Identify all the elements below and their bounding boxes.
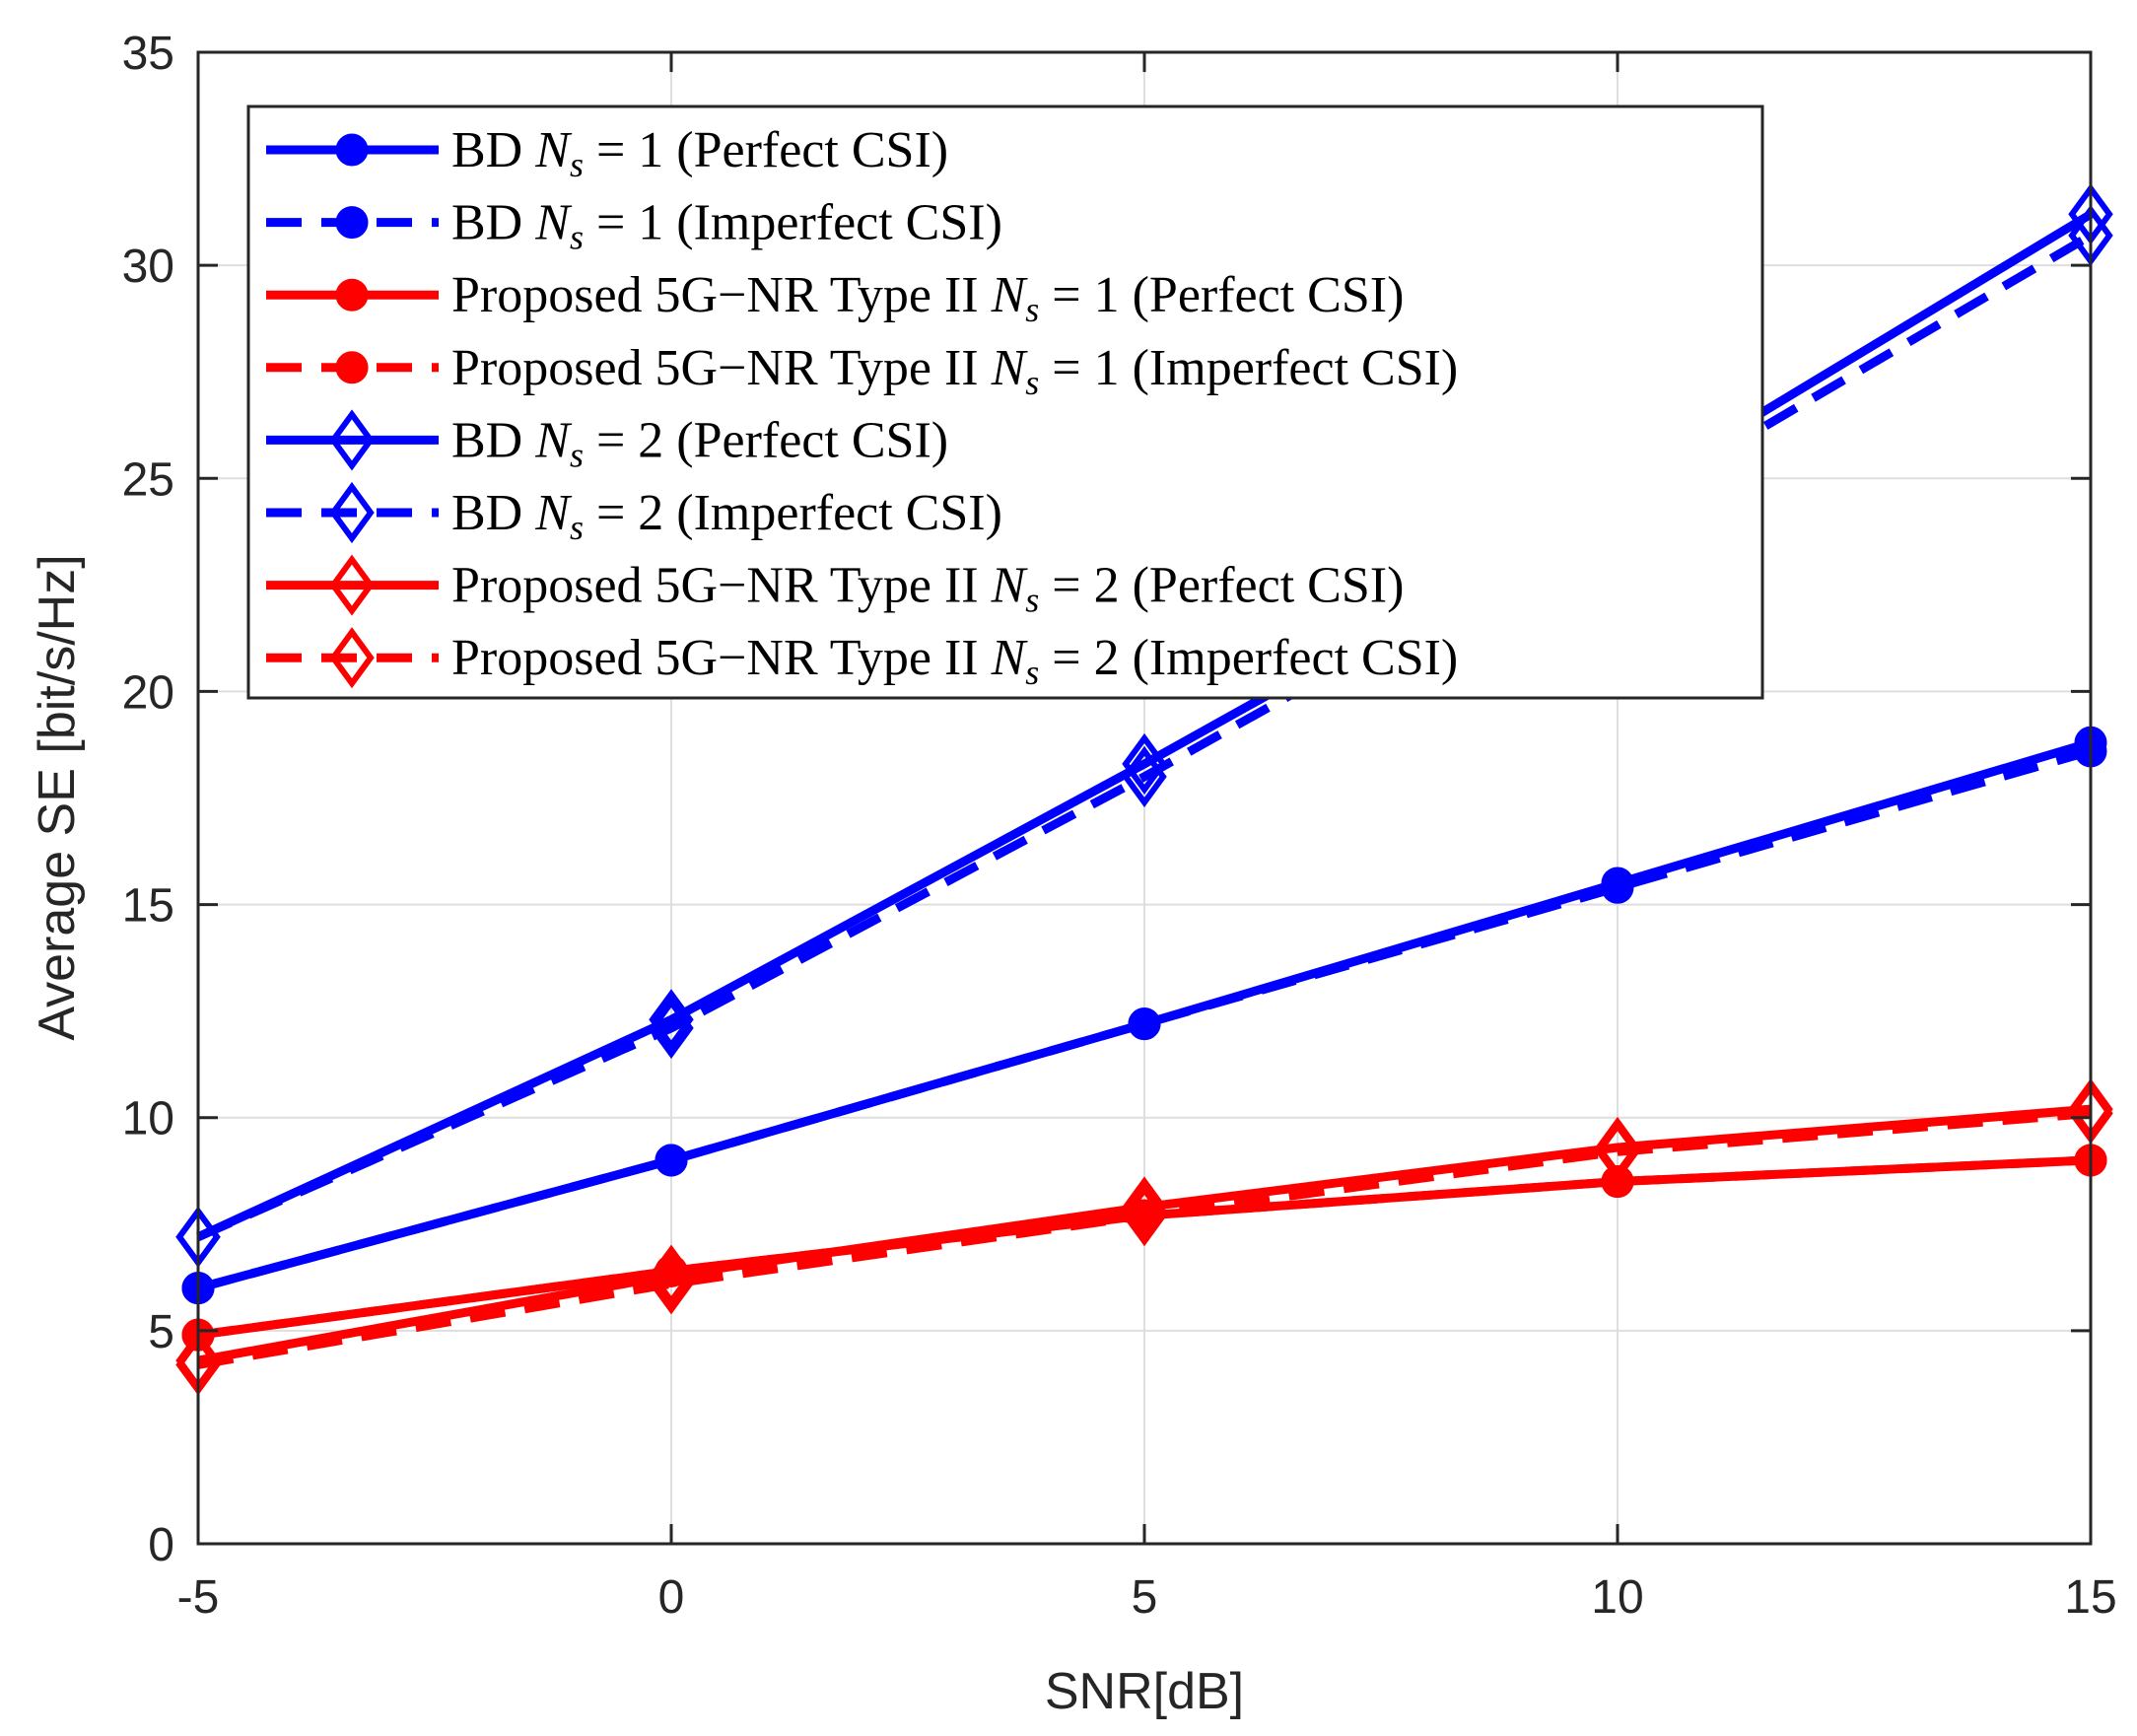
data-point: [655, 1144, 688, 1177]
legend: BD Ns = 1 (Perfect CSI) BD Ns = 1 (Imperf…: [246, 104, 1764, 700]
legend-marker: [329, 554, 375, 616]
data-point: [1122, 1185, 1167, 1247]
x-axis-title: SNR[dB]: [1045, 1663, 1244, 1720]
legend-entry-6: BD Ns = 2 (Imperfect CSI): [266, 481, 1002, 547]
data-point: [1595, 1121, 1640, 1183]
legend-entry-5: BD Ns = 2 (Perfect CSI): [266, 409, 948, 474]
series-line: [197, 1108, 2092, 1369]
legend-entry-8: Proposed 5G−NR Type II Ns = 2 (Imperfect…: [266, 627, 1458, 692]
legend-label: Proposed 5G−NR Type II Ns = 2 (Imperfect…: [451, 630, 1458, 692]
legend-marker: [335, 133, 369, 167]
data-point: [1122, 732, 1167, 796]
legend-marker: [335, 351, 369, 384]
legend-label: BD Ns = 2 (Imperfect CSI): [451, 485, 1002, 547]
data-point: [649, 1253, 694, 1315]
legend-entry-2: BD Ns = 1 (Imperfect CSI): [266, 195, 1002, 257]
x-tick-label: 10: [1591, 1571, 1643, 1624]
legend-box: [246, 104, 1764, 700]
series-line: [196, 210, 2094, 1241]
y-tick-label: 15: [122, 880, 174, 933]
data-point: [1601, 870, 1634, 904]
legend-entry-3: Proposed 5G−NR Type II Ns = 1 (Perfect C…: [266, 267, 1404, 329]
legend-marker: [335, 278, 369, 312]
series-line: [196, 232, 2094, 1241]
legend-marker: [329, 481, 375, 544]
data-point: [649, 997, 694, 1060]
y-tick-label: 10: [122, 1093, 174, 1146]
legend-label: BD Ns = 2 (Perfect CSI): [451, 412, 948, 474]
data-point: [1122, 1176, 1167, 1238]
x-tick-label: 5: [1132, 1571, 1158, 1624]
data-point: [649, 989, 694, 1051]
series-line: [197, 1104, 2092, 1365]
legend-label: Proposed 5G−NR Type II Ns = 1 (Perfect C…: [451, 267, 1404, 329]
x-tick-label: 15: [2064, 1571, 2116, 1624]
legend-entry-1: BD Ns = 1 (Perfect CSI): [266, 122, 948, 184]
y-tick-label: 0: [148, 1519, 174, 1571]
legend-label: Proposed 5G−NR Type II Ns = 2 (Perfect C…: [451, 558, 1404, 620]
y-tick-label: 30: [122, 241, 174, 293]
legend-label: BD Ns = 1 (Imperfect CSI): [451, 195, 1002, 257]
legend-marker: [329, 627, 375, 689]
legend-marker: [329, 409, 375, 471]
legend-entries: BD Ns = 1 (Perfect CSI) BD Ns = 1 (Imperf…: [266, 122, 1458, 692]
legend-entry-4: Proposed 5G−NR Type II Ns = 1 (Imperfect…: [266, 340, 1458, 402]
x-tick-label: -5: [177, 1571, 220, 1624]
data-point: [649, 1244, 694, 1306]
legend-marker: [335, 206, 369, 240]
y-tick-label: 25: [122, 453, 174, 506]
x-tick-label: 0: [658, 1571, 685, 1624]
data-point: [1122, 745, 1167, 807]
legend-label: BD Ns = 1 (Perfect CSI): [451, 122, 948, 184]
y-tick-label: 5: [148, 1306, 174, 1358]
y-tick-label: 20: [122, 666, 174, 719]
legend-entry-7: Proposed 5G−NR Type II Ns = 2 (Perfect C…: [266, 554, 1404, 620]
y-tick-label: 35: [122, 28, 174, 80]
legend-label: Proposed 5G−NR Type II Ns = 1 (Imperfect…: [451, 340, 1458, 402]
ticks: [196, 50, 2093, 1546]
y-axis-title: Average SE [bit/s/Hz]: [29, 554, 86, 1040]
data-point: [1128, 1007, 1161, 1041]
